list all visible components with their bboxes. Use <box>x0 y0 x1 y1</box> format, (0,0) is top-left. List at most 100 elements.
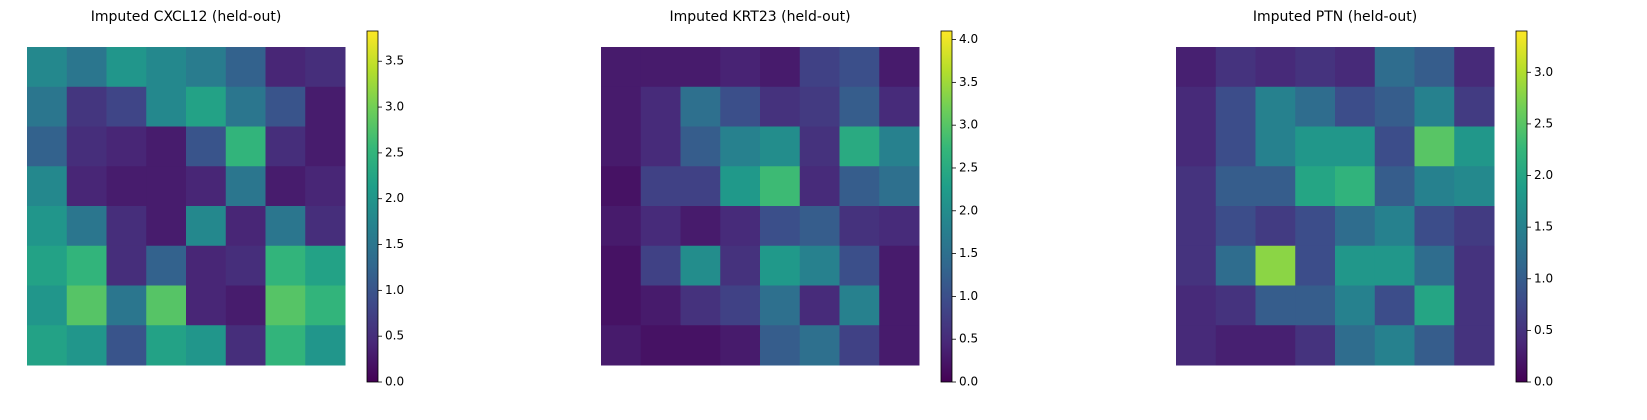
cell <box>720 86 761 127</box>
cell <box>146 245 187 286</box>
cell <box>1255 245 1296 286</box>
cell <box>225 47 266 88</box>
cell <box>799 285 840 326</box>
cell <box>265 285 306 326</box>
cell <box>879 245 920 286</box>
cell <box>27 126 68 167</box>
cell <box>305 166 346 207</box>
cell <box>1335 166 1376 207</box>
colorbar-tick-label: 2.5 <box>1534 116 1553 130</box>
cell <box>640 166 681 207</box>
colorbar-tick-label: 3.0 <box>959 118 978 132</box>
cell <box>601 47 642 88</box>
cell <box>799 206 840 247</box>
cell <box>225 86 266 127</box>
cell <box>1295 325 1336 366</box>
cell <box>265 86 306 127</box>
cell <box>1454 325 1495 366</box>
cell <box>1295 245 1336 286</box>
cell <box>720 166 761 207</box>
cell <box>1255 86 1296 127</box>
cell <box>265 245 306 286</box>
cell <box>680 285 721 326</box>
cell <box>839 166 880 207</box>
cell <box>1295 206 1336 247</box>
cell <box>1335 126 1376 167</box>
cell <box>66 86 107 127</box>
colorbar-tick-label: 1.0 <box>1534 271 1553 285</box>
cell <box>265 126 306 167</box>
cell <box>760 86 801 127</box>
cell <box>106 206 147 247</box>
cell <box>1454 47 1495 88</box>
cell <box>1176 285 1217 326</box>
cell <box>1295 126 1336 167</box>
cell <box>839 285 880 326</box>
cell <box>225 245 266 286</box>
cell <box>1215 285 1256 326</box>
cell <box>66 245 107 286</box>
cell <box>1454 126 1495 167</box>
cell <box>1414 166 1455 207</box>
chart-title: Imputed CXCL12 (held-out) <box>91 9 282 25</box>
cell <box>720 245 761 286</box>
cell <box>879 285 920 326</box>
cell <box>839 245 880 286</box>
cell <box>1374 245 1415 286</box>
cell <box>839 86 880 127</box>
cell <box>879 126 920 167</box>
cell <box>839 47 880 88</box>
cell <box>720 47 761 88</box>
colorbar-tick-label: 3.0 <box>1534 65 1553 79</box>
cell <box>305 245 346 286</box>
cell <box>27 325 68 366</box>
cell <box>680 47 721 88</box>
cell <box>225 325 266 366</box>
cell <box>225 285 266 326</box>
cell <box>1215 126 1256 167</box>
cell <box>601 325 642 366</box>
cell <box>799 325 840 366</box>
cell <box>1255 206 1296 247</box>
cell <box>1414 126 1455 167</box>
cell <box>186 126 227 167</box>
cell <box>799 126 840 167</box>
cell <box>146 166 187 207</box>
colorbar-tick-label: 0.5 <box>959 332 978 346</box>
cell <box>720 285 761 326</box>
colorbar-tick-label: 0.5 <box>1534 323 1553 337</box>
cell <box>640 285 681 326</box>
cell <box>760 285 801 326</box>
cell <box>66 206 107 247</box>
cell <box>720 206 761 247</box>
cell <box>680 166 721 207</box>
cell <box>760 166 801 207</box>
cell <box>106 245 147 286</box>
cell <box>1215 325 1256 366</box>
cell <box>66 47 107 88</box>
cell <box>1335 285 1376 326</box>
cell <box>1176 325 1217 366</box>
cell <box>879 47 920 88</box>
cell <box>66 325 107 366</box>
cell <box>1454 86 1495 127</box>
cell <box>265 47 306 88</box>
cell <box>146 285 187 326</box>
cell <box>1176 47 1217 88</box>
cell <box>839 126 880 167</box>
cell <box>799 166 840 207</box>
colorbar-tick-label: 0.0 <box>959 375 978 389</box>
colorbar-tick-label: 3.5 <box>959 75 978 89</box>
cell <box>1374 166 1415 207</box>
colorbar-tick-label: 0.0 <box>385 375 404 389</box>
cell <box>1215 47 1256 88</box>
cell <box>839 206 880 247</box>
cell <box>305 86 346 127</box>
cell <box>760 47 801 88</box>
cell <box>106 86 147 127</box>
cell <box>1255 325 1296 366</box>
cell <box>799 86 840 127</box>
cell <box>1176 166 1217 207</box>
cell <box>1255 47 1296 88</box>
cell <box>601 166 642 207</box>
